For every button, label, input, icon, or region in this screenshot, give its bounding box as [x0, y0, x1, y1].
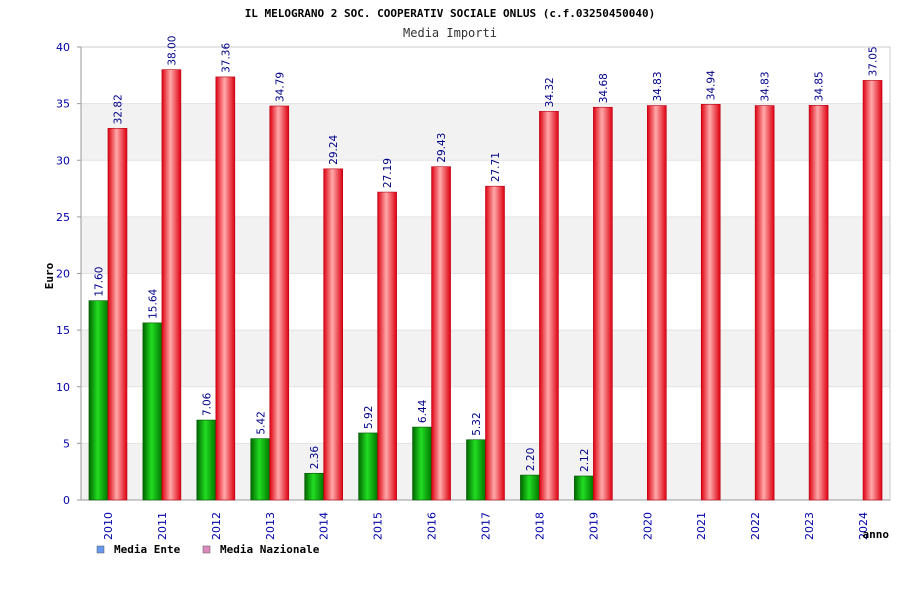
bar-media-ente	[466, 439, 486, 501]
bar-media-nazionale	[377, 191, 397, 501]
legend-label-media-nazionale: Media Nazionale	[220, 543, 320, 556]
axes: 0 5 10 15 20 25 30 35 40 2010 2011 2012 2013 2014 2015…	[56, 41, 891, 540]
y-axis-label: Euro	[43, 262, 56, 289]
data-label: 34.83	[760, 71, 772, 101]
bar-media-nazionale	[539, 111, 559, 501]
data-labels: 17.60 15.64 7.06 5.42 2.36 5.92 6.44 5.32 2.20 2.…	[93, 36, 879, 472]
bar-media-ente	[520, 474, 540, 501]
data-label: 32.82	[112, 94, 124, 124]
x-tick-label: 2011	[156, 512, 169, 540]
data-label: 34.32	[544, 77, 556, 107]
bar-media-nazionale	[215, 76, 236, 501]
chart-title: IL MELOGRANO 2 SOC. COOPERATIV SOCIALE O…	[245, 7, 656, 20]
data-label: 34.83	[652, 71, 664, 101]
bars	[88, 69, 883, 501]
y-tick-label: 35	[56, 98, 70, 111]
x-tick-label: 2018	[533, 512, 546, 540]
data-label: 5.42	[255, 411, 267, 434]
y-tick-label: 15	[56, 324, 70, 337]
data-label: 29.43	[436, 133, 448, 163]
x-tick-label: 2010	[102, 512, 115, 540]
data-label: 17.60	[93, 267, 105, 297]
bar-media-ente	[412, 426, 432, 501]
data-label: 5.92	[363, 406, 375, 429]
legend: Media Ente Media Nazionale	[96, 543, 320, 556]
data-label: 34.85	[814, 71, 826, 101]
legend-swatch-media-nazionale	[202, 545, 211, 554]
data-label: 38.00	[166, 36, 178, 66]
data-label: 37.05	[868, 46, 880, 76]
bar-media-ente	[304, 472, 325, 501]
x-tick-label: 2014	[318, 512, 331, 540]
data-label: 6.44	[417, 399, 429, 423]
data-label: 2.36	[309, 446, 321, 470]
data-label: 29.24	[328, 134, 340, 164]
bar-media-nazionale	[269, 105, 290, 501]
bar-media-nazionale	[323, 168, 344, 501]
bar-media-ente	[250, 438, 271, 501]
bar-media-ente	[142, 322, 163, 501]
data-label: 34.79	[274, 72, 286, 102]
y-tick-label: 10	[56, 381, 70, 394]
x-tick-label: 2012	[210, 512, 223, 540]
bar-media-ente	[196, 419, 217, 501]
bar-media-nazionale	[593, 106, 613, 501]
bar-media-nazionale	[485, 185, 505, 501]
bar-media-ente	[88, 300, 109, 501]
data-label: 37.36	[220, 43, 232, 73]
data-label: 5.32	[471, 412, 483, 435]
x-tick-label: 2015	[372, 512, 385, 540]
x-tick-label: 2019	[587, 512, 600, 540]
bar-media-nazionale	[161, 69, 182, 501]
bar-media-nazionale	[646, 105, 667, 501]
data-label: 15.64	[147, 288, 159, 318]
bar-media-nazionale	[107, 128, 128, 501]
y-tick-label: 30	[56, 154, 70, 167]
bar-media-ente	[574, 475, 594, 501]
x-tick-label: 2022	[749, 512, 762, 540]
x-tick-label: 2017	[480, 512, 493, 540]
x-axis-label: anno	[863, 528, 890, 541]
data-label: 27.19	[382, 158, 394, 188]
bar-media-ente	[358, 432, 378, 501]
data-label: 2.20	[525, 448, 537, 471]
x-tick-label: 2016	[426, 512, 439, 540]
y-tick-label: 40	[56, 41, 70, 54]
bar-media-nazionale	[431, 166, 451, 501]
bar-media-nazionale	[754, 105, 775, 501]
data-label: 27.71	[490, 152, 502, 182]
chart-subtitle: Media Importi	[403, 26, 497, 40]
x-tick-label: 2013	[264, 512, 277, 540]
legend-swatch-media-ente	[96, 545, 105, 554]
data-label: 2.12	[579, 449, 591, 472]
bar-media-nazionale	[808, 105, 829, 501]
x-tick-label: 2021	[695, 512, 708, 540]
y-tick-label: 0	[63, 494, 70, 507]
y-tick-label: 25	[56, 211, 70, 224]
data-label: 34.68	[598, 73, 610, 103]
x-tick-label: 2024	[857, 512, 870, 540]
data-label: 7.06	[201, 392, 213, 416]
legend-label-media-ente: Media Ente	[114, 543, 181, 556]
x-tick-label: 2020	[641, 512, 654, 540]
bar-media-nazionale	[700, 104, 721, 501]
bar-media-nazionale	[862, 80, 883, 501]
y-tick-label: 20	[56, 268, 70, 281]
data-label: 34.94	[706, 70, 718, 100]
x-tick-label: 2023	[803, 512, 816, 540]
y-tick-label: 5	[63, 437, 70, 450]
